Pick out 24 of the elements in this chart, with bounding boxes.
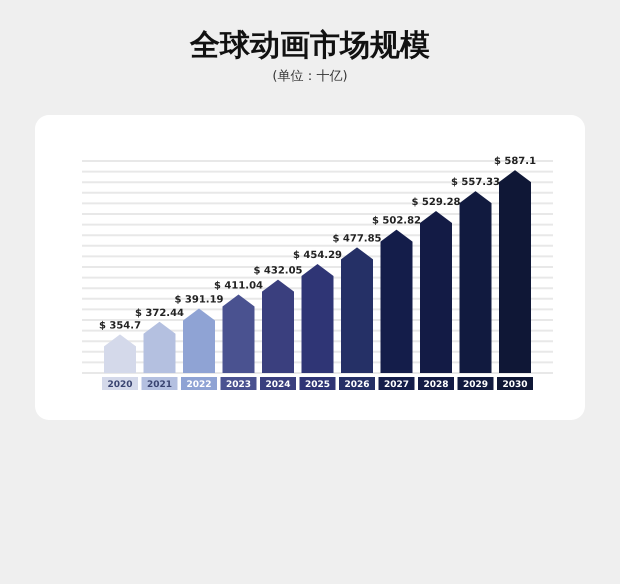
data-label: $ 411.04 bbox=[214, 280, 264, 292]
data-label: $ 354.7 bbox=[98, 320, 142, 332]
data-label: $ 432.05 bbox=[253, 266, 303, 277]
data-label: $ 477.85 bbox=[332, 233, 382, 244]
chart-title: 全球动画市场规模 bbox=[189, 28, 430, 63]
chart-subtitle: (单位：十亿) bbox=[272, 69, 348, 84]
x-tick-label: 2023 bbox=[226, 380, 252, 390]
data-label: $ 557.33 bbox=[450, 177, 500, 188]
x-tick-label: 2030 bbox=[502, 380, 528, 390]
x-tick-label: 2025 bbox=[304, 380, 330, 390]
x-tick-label: 2028 bbox=[423, 380, 449, 390]
data-label: $ 454.29 bbox=[292, 250, 342, 261]
x-tick-label: 2020 bbox=[107, 380, 133, 390]
x-tick-label: 2021 bbox=[146, 380, 172, 390]
data-label: $ 391.19 bbox=[174, 294, 224, 306]
x-tick-label: 2027 bbox=[384, 380, 410, 390]
data-label: $ 502.82 bbox=[372, 216, 422, 227]
data-label: $ 587.1 bbox=[494, 156, 536, 168]
data-label: $ 372.44 bbox=[134, 308, 184, 319]
x-tick-label: 2026 bbox=[344, 380, 370, 390]
x-tick-label: 2024 bbox=[265, 380, 291, 390]
x-tick-label: 2029 bbox=[462, 380, 488, 390]
data-label: $ 529.28 bbox=[411, 196, 461, 208]
x-tick-label: 2022 bbox=[186, 380, 212, 390]
